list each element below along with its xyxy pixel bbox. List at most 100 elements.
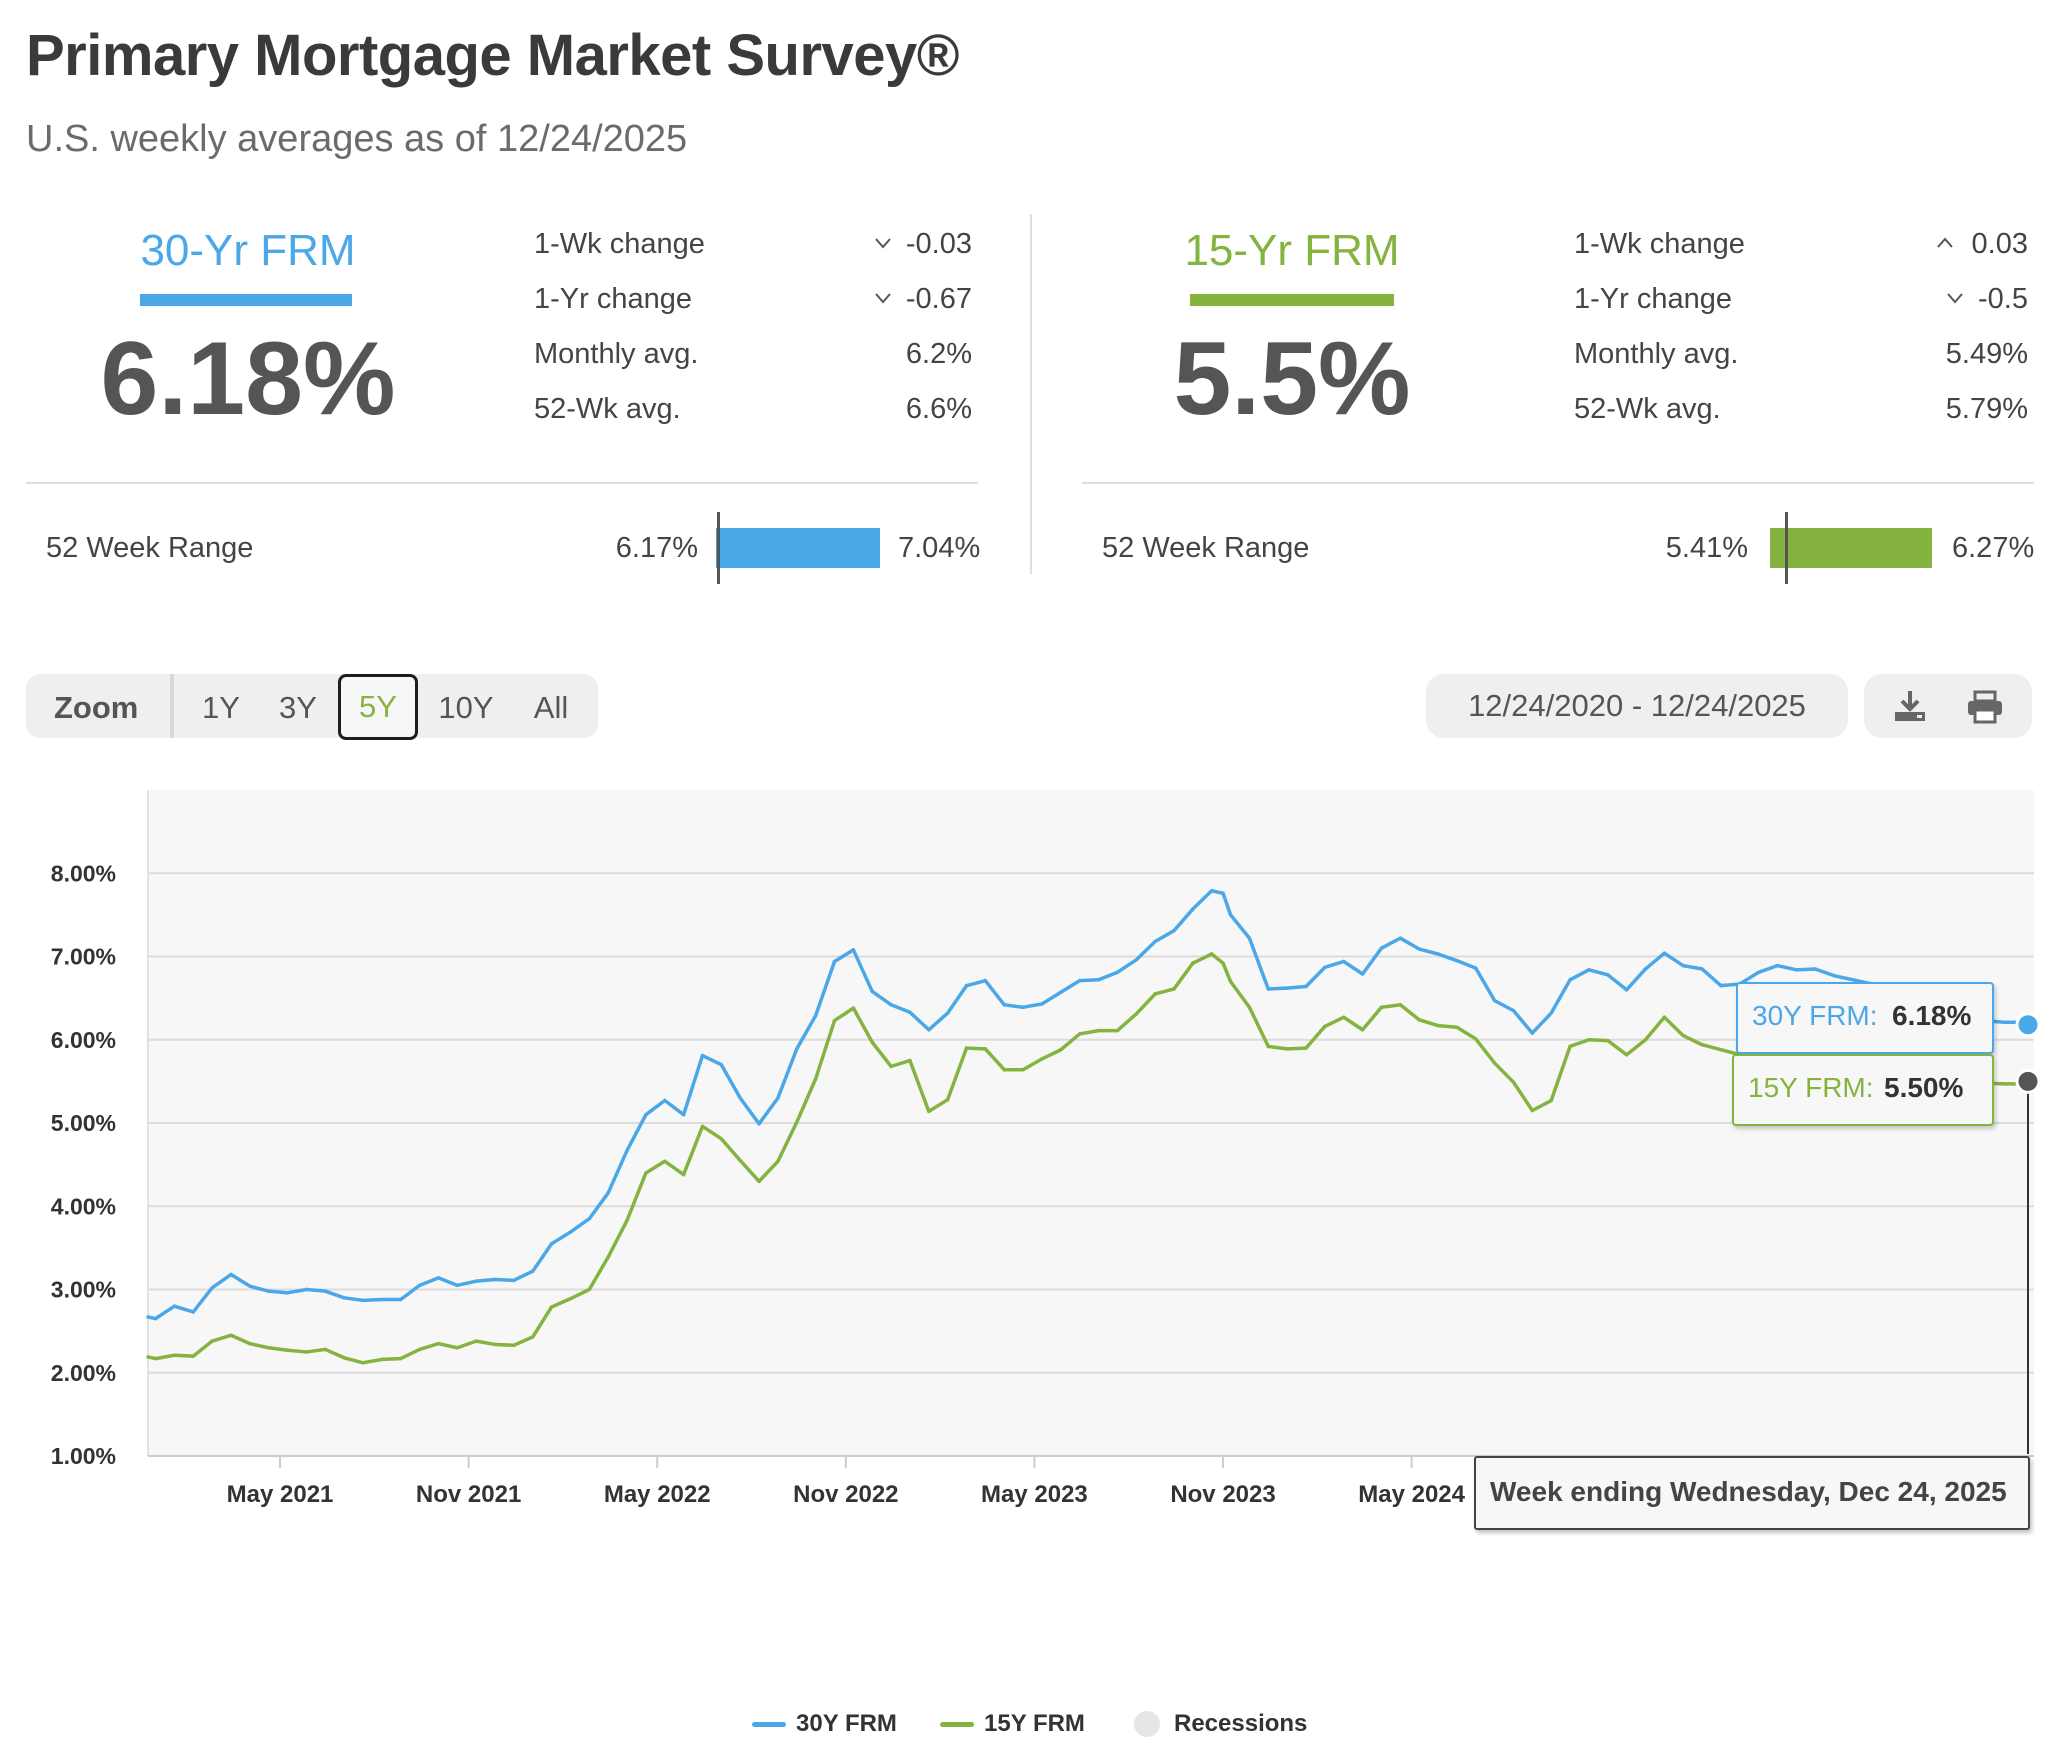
series-segment [266,1289,290,1295]
data-point [512,1279,516,1282]
series-segment [1077,978,1101,983]
data-point [1719,1048,1723,1051]
series-segment [361,1357,384,1365]
frm30-1wk-label: 1-Wk change [534,228,705,260]
series-segment [719,1137,742,1163]
series-segment [1379,1003,1403,1010]
data-point [380,1298,384,1301]
series-segment [870,989,893,1007]
data-point [1097,1029,1100,1032]
series-segment [1191,888,1214,911]
frm30-current-rate: 6.18% [100,321,396,437]
series-segment [417,1276,441,1288]
data-point [192,1310,195,1314]
frm30-monthly-value: 6.2% [905,338,972,370]
series-segment [606,1148,629,1195]
zoom-10y-button[interactable]: 10Y [438,690,494,725]
data-point [1097,978,1100,982]
data-point [701,1054,704,1057]
series-segment [474,1277,497,1283]
series-segment [1398,936,1421,951]
tooltip-week-label: Week ending Wednesday, Dec 24, 2025 [1490,1476,2007,1507]
data-point [154,1357,157,1360]
data-point [1361,1028,1364,1031]
data-point [1663,951,1666,955]
series-segment [606,1218,629,1259]
zoom-1y-button[interactable]: 1Y [202,690,240,725]
data-point [1700,1043,1704,1046]
x-tick-label: Nov 2021 [416,1481,521,1508]
data-point [399,1357,402,1360]
data-point [1682,1034,1685,1037]
x-tick-label: May 2022 [604,1481,711,1508]
series-segment [795,1077,818,1124]
print-icon[interactable] [1966,690,2004,724]
data-point [757,1180,761,1183]
frm15-range-bar [1770,528,1932,568]
frm30-title-underline [140,294,352,306]
frm30-range-label: 52 Week Range [46,532,254,564]
frm15-range-label: 52 Week Range [1102,532,1310,564]
series-segment [663,1159,686,1177]
data-point [1512,1081,1515,1084]
series-segment [455,1339,478,1350]
data-point [1059,1048,1063,1051]
data-point [1135,958,1138,962]
data-point [305,1288,308,1291]
series-segment [813,959,837,1018]
series-segment [1700,967,1723,988]
series-segment [1191,952,1214,965]
zoom-all-button[interactable]: All [533,690,569,725]
series-segment [398,1283,422,1302]
series-segment [1398,1003,1421,1022]
data-point [1399,1003,1402,1006]
data-point [663,1160,666,1163]
series-segment [210,1272,233,1290]
legend-frm30[interactable]: 30Y FRM [796,1710,897,1737]
series-segment [512,1335,535,1348]
data-point [2002,1021,2006,1024]
data-point [267,1346,270,1349]
frm30-range-bar [716,528,880,568]
data-point [173,1354,176,1357]
series-segment [1568,968,1591,982]
data-point [1221,892,1225,895]
data-point [456,1284,459,1287]
series-segment [1511,1080,1535,1113]
data-point [984,979,987,982]
data-point [437,1342,440,1345]
series-segment [1341,1015,1365,1032]
series-segment [1323,1015,1346,1029]
zoom-3y-button[interactable]: 3Y [279,690,317,725]
frm30-52wk-value: 6.6% [905,393,972,425]
date-range-display[interactable]: 12/24/2020 - 12/24/2025 [1426,674,1848,738]
series-segment [719,1062,742,1100]
rate-chart[interactable]: 1.00% 2.00% 3.00% 4.00% 5.00% 6.00% 7.00% 8.00%… [0,780,2056,1540]
data-point [1285,986,1289,990]
data-point [1549,1099,1553,1102]
series-segment [436,1276,460,1288]
data-point [644,1171,648,1175]
y-tick-label: 4.00% [51,1193,116,1219]
data-point [814,1014,817,1017]
frm15-52wk-label: 52-Wk avg. [1574,393,1721,425]
series-segment [1719,1047,1742,1057]
data-point [1625,1053,1628,1056]
series-segment [530,1241,554,1273]
frm15-monthly-value: 5.49% [1945,338,2028,370]
data-point [286,1291,289,1295]
series-segment [285,1348,309,1354]
data-point [1719,984,1723,987]
series-segment [436,1341,460,1350]
download-icon[interactable] [1892,688,1928,724]
zoom-control [26,674,598,738]
data-point [146,1355,150,1359]
series-segment [1221,891,1233,917]
legend-frm15[interactable]: 15Y FRM [984,1710,1085,1737]
series-segment [1059,978,1082,995]
series-segment [549,1296,573,1309]
data-point [1587,1038,1591,1041]
frm30-range-high: 7.04% [898,532,981,564]
legend-recessions[interactable]: Recessions [1174,1710,1308,1737]
zoom-5y-button[interactable]: 5Y [338,674,418,740]
